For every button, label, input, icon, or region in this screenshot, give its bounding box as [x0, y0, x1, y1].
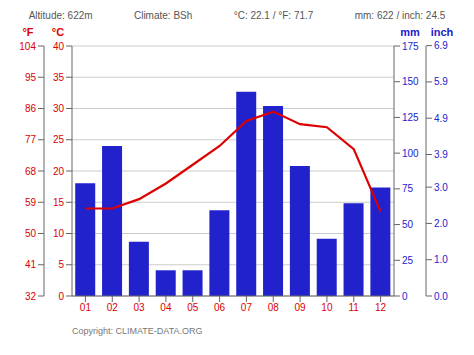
svg-text:06: 06: [214, 302, 226, 313]
svg-text:3.0: 3.0: [434, 182, 448, 193]
svg-text:5: 5: [58, 259, 64, 270]
html-text:Altitude: 622m: Altitude: 622m: [28, 10, 93, 21]
svg-text:150: 150: [402, 76, 419, 87]
svg-text:2.0: 2.0: [434, 218, 448, 229]
svg-text:10: 10: [321, 302, 333, 313]
svg-text:°F: °F: [22, 26, 33, 38]
svg-text:°C: °C: [52, 26, 64, 38]
svg-text:35: 35: [53, 72, 65, 83]
svg-text:77: 77: [25, 134, 37, 145]
html-text:°C: 22.1 / °F: 71.7: °C: 22.1 / °F: 71.7: [233, 10, 314, 21]
svg-text:6.9: 6.9: [434, 40, 448, 51]
svg-text:0: 0: [58, 291, 64, 302]
svg-text:75: 75: [402, 183, 414, 194]
svg-text:02: 02: [107, 302, 119, 313]
svg-text:86: 86: [25, 103, 37, 114]
svg-text:07: 07: [241, 302, 253, 313]
svg-text:3.9: 3.9: [434, 149, 448, 160]
svg-text:25: 25: [402, 255, 414, 266]
svg-text:1.0: 1.0: [434, 254, 448, 265]
svg-text:0: 0: [402, 291, 408, 302]
svg-text:12: 12: [375, 302, 387, 313]
html-text:Climate: BSh: Climate: BSh: [134, 10, 193, 21]
svg-text:100: 100: [402, 148, 419, 159]
svg-text:20: 20: [53, 166, 65, 177]
svg-text:05: 05: [187, 302, 199, 313]
svg-text:50: 50: [25, 228, 37, 239]
svg-text:40: 40: [53, 41, 65, 52]
svg-text:25: 25: [53, 134, 65, 145]
svg-text:30: 30: [53, 103, 65, 114]
svg-text:11: 11: [349, 302, 360, 313]
svg-text:01: 01: [80, 302, 92, 313]
svg-text:59: 59: [25, 197, 37, 208]
svg-text:32: 32: [25, 291, 37, 302]
svg-text:15: 15: [53, 197, 65, 208]
svg-text:03: 03: [134, 302, 146, 313]
svg-text:5.9: 5.9: [434, 76, 448, 87]
svg-text:inch: inch: [431, 26, 454, 38]
svg-text:08: 08: [268, 302, 280, 313]
html-text:Copyright: CLIMATE-DATA.ORG: Copyright: CLIMATE-DATA.ORG: [72, 326, 203, 336]
svg-text:10: 10: [53, 228, 65, 239]
html-text:mm: 622 / inch: 24.5: mm: 622 / inch: 24.5: [354, 10, 446, 21]
svg-text:50: 50: [402, 219, 414, 230]
svg-text:4.9: 4.9: [434, 113, 448, 124]
svg-text:125: 125: [402, 112, 419, 123]
svg-text:09: 09: [295, 302, 307, 313]
svg-text:95: 95: [25, 72, 37, 83]
svg-text:41: 41: [25, 259, 37, 270]
svg-text:04: 04: [160, 302, 172, 313]
svg-text:175: 175: [402, 41, 419, 52]
svg-text:104: 104: [19, 41, 36, 52]
svg-text:68: 68: [25, 166, 37, 177]
svg-text:0.0: 0.0: [434, 291, 448, 302]
svg-text:mm: mm: [400, 26, 420, 38]
